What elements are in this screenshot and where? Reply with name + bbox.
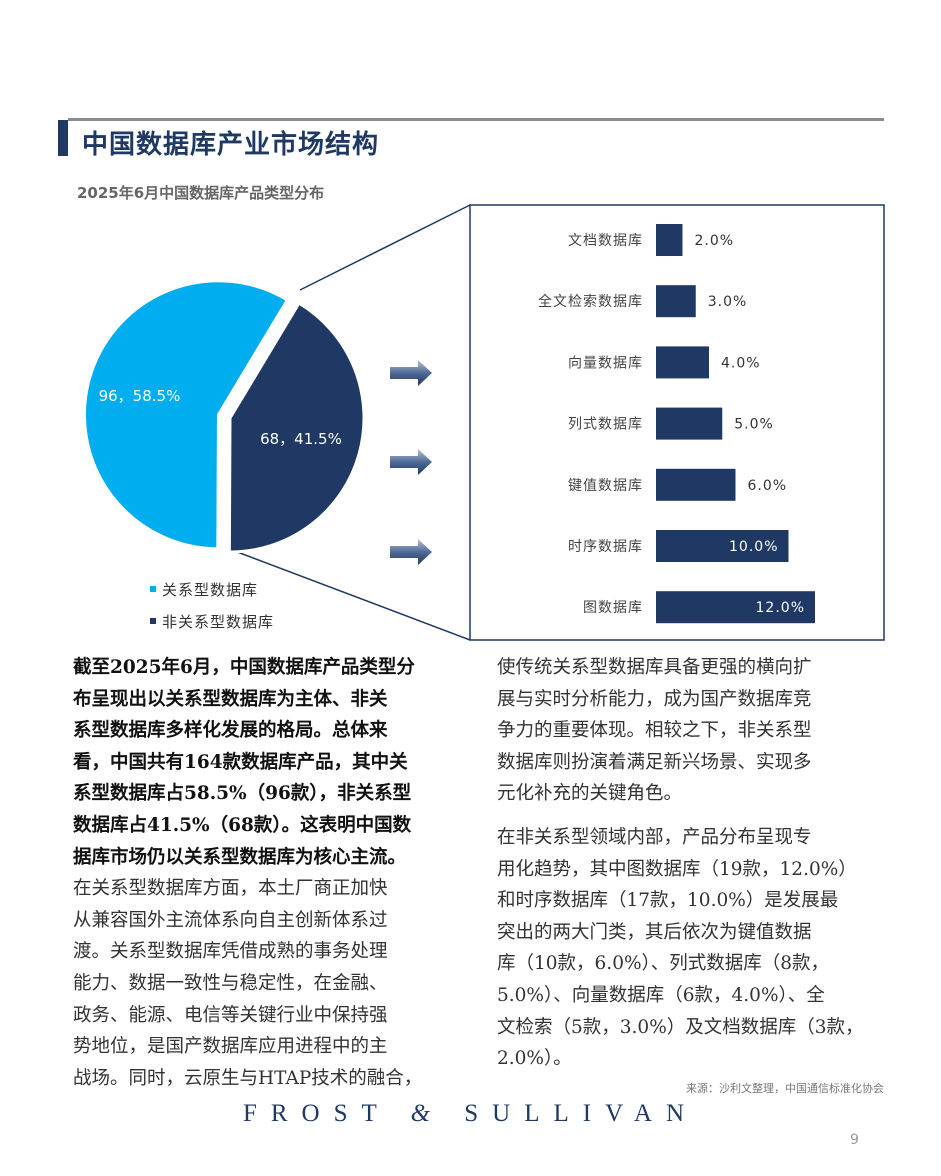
text-line: 看，中国共有164款数据库产品，其中关 xyxy=(73,751,408,773)
bar-category-label: 列式数据库 xyxy=(568,417,643,433)
text-line: 战场。同时，云原生与HTAP技术的融合， xyxy=(73,1067,423,1089)
bar-data-label: 6.0% xyxy=(748,478,788,494)
arrow-right-icon xyxy=(390,449,432,475)
bar-category-label: 文档数据库 xyxy=(568,233,643,249)
text-line: 势地位，是国产数据库应用进程中的主 xyxy=(73,1036,388,1058)
bar xyxy=(656,530,789,562)
text-line: 展与实时分析能力，成为国产数据库竞 xyxy=(497,688,812,710)
legend-swatch xyxy=(150,618,156,624)
arrow-right-icon xyxy=(390,539,432,565)
pie-data-label: 68，41.5% xyxy=(260,430,342,448)
legend-swatch xyxy=(150,586,156,592)
text-line: 能力、数据一致性与稳定性，在金融、 xyxy=(73,972,388,994)
figure: 96，58.5% 68，41.5% 文档数据库 2.0% 全文检索数据库 3.0% 向量数… xyxy=(82,204,885,641)
bar-data-label: 12.0% xyxy=(756,600,805,616)
bar-data-label: 5.0% xyxy=(734,417,774,433)
text-line: 库（10款，6.0%）、列式数据库（8款， xyxy=(497,953,830,975)
text-line: 系型数据库多样化发展的格局。总体来 xyxy=(73,720,388,742)
page-title: 中国数据库产业市场结构 xyxy=(82,130,380,160)
right-column-paragraph-1: 使传统关系型数据库具备更强的横向扩 展与实时分析能力，成为国产数据库竞 争力的重要体… xyxy=(497,652,812,810)
bar xyxy=(656,224,683,256)
frost-sullivan-logo: FROST & SULLIVAN xyxy=(242,1100,699,1127)
bar xyxy=(656,407,723,440)
text-line: 和时序数据库（17款，10.0%）是发展最 xyxy=(497,890,839,912)
text-line: 突出的两大门类，其后依次为键值数据 xyxy=(497,921,812,943)
text-line: 2.0%）。 xyxy=(497,1048,572,1070)
source-note: 来源：沙利文整理，中国通信标准化协会 xyxy=(686,1082,884,1095)
text-line: 数据库则扮演着满足新兴场景、实现多 xyxy=(497,751,812,773)
bar xyxy=(656,346,709,379)
text-line: 元化补充的关键角色。 xyxy=(497,783,683,805)
left-column-text: 截至2025年6月，中国数据库产品类型分 布呈现出以关系型数据库为主体、非关 系型数… xyxy=(73,652,422,1094)
bar-category-label: 图数据库 xyxy=(583,600,643,616)
bar-data-label: 10.0% xyxy=(729,539,778,555)
bar-category-label: 向量数据库 xyxy=(568,355,643,371)
bar xyxy=(656,591,815,624)
text-line: 据库市场仍以关系型数据库为核心主流。 xyxy=(73,846,407,868)
text-line: 截至2025年6月，中国数据库产品类型分 xyxy=(73,657,415,678)
bar-chart: 文档数据库 2.0% 全文检索数据库 3.0% 向量数据库 4.0% 列式数据库 5.0% 键值… xyxy=(538,224,815,624)
text-line: 使传统关系型数据库具备更强的横向扩 xyxy=(497,657,812,678)
bar xyxy=(656,468,736,501)
text-line: 争力的重要体现。相较之下，非关系型 xyxy=(497,720,812,742)
title-accent-bar xyxy=(58,120,68,156)
bar-data-label: 2.0% xyxy=(695,233,735,249)
text-line: 用化趋势，其中图数据库（19款，12.0%） xyxy=(497,858,857,880)
header-rule xyxy=(68,118,884,121)
bar-category-label: 键值数据库 xyxy=(568,478,643,494)
text-line: 在非关系型领域内部，产品分布呈现专 xyxy=(497,827,812,848)
page-number: 9 xyxy=(850,1132,859,1148)
text-line: 在关系型数据库方面，本土厂商正加快 xyxy=(73,878,388,900)
pie-data-label: 96，58.5% xyxy=(99,387,181,405)
bar-data-label: 3.0% xyxy=(708,294,748,310)
arrow-right-icon xyxy=(390,360,432,386)
text-line: 布呈现出以关系型数据库为主体、非关 xyxy=(73,688,388,710)
text-line: 从兼容国外主流体系向自主创新体系过 xyxy=(73,909,388,931)
connector-line-bottom xyxy=(231,549,471,641)
arrows xyxy=(390,360,432,565)
text-line: 渡。关系型数据库凭借成熟的事务处理 xyxy=(73,941,388,963)
text-line: 政务、能源、电信等关键行业中保持强 xyxy=(73,1004,388,1026)
bar xyxy=(656,285,696,318)
bar-data-label: 4.0% xyxy=(721,355,761,371)
pie-slice-relational xyxy=(82,279,290,551)
figure-subtitle: 2025年6月中国数据库产品类型分布 xyxy=(77,184,325,202)
text-line: 系型数据库占58.5%（96款），非关系型 xyxy=(73,783,412,805)
bar-category-label: 时序数据库 xyxy=(568,539,643,555)
text-line: 5.0%）、向量数据库（6款，4.0%）、全 xyxy=(497,984,825,1006)
bar-category-label: 全文检索数据库 xyxy=(538,293,643,310)
right-column-paragraph-2: 在非关系型领域内部，产品分布呈现专用化趋势，其中图数据库（19款，12.0%） 和… xyxy=(497,822,864,1075)
text-line: 文检索（5款，3.0%）及文档数据库（3款， xyxy=(497,1016,864,1038)
pie-slice-non-relational xyxy=(227,301,366,554)
legend-label: 非关系型数据库 xyxy=(162,613,274,631)
connector-line-top xyxy=(299,204,471,291)
text-line: 数据库占41.5%（68款）。这表明中国数 xyxy=(73,814,412,836)
pie-chart: 96，58.5% 68，41.5% xyxy=(82,279,366,554)
legend-label: 关系型数据库 xyxy=(162,581,258,599)
